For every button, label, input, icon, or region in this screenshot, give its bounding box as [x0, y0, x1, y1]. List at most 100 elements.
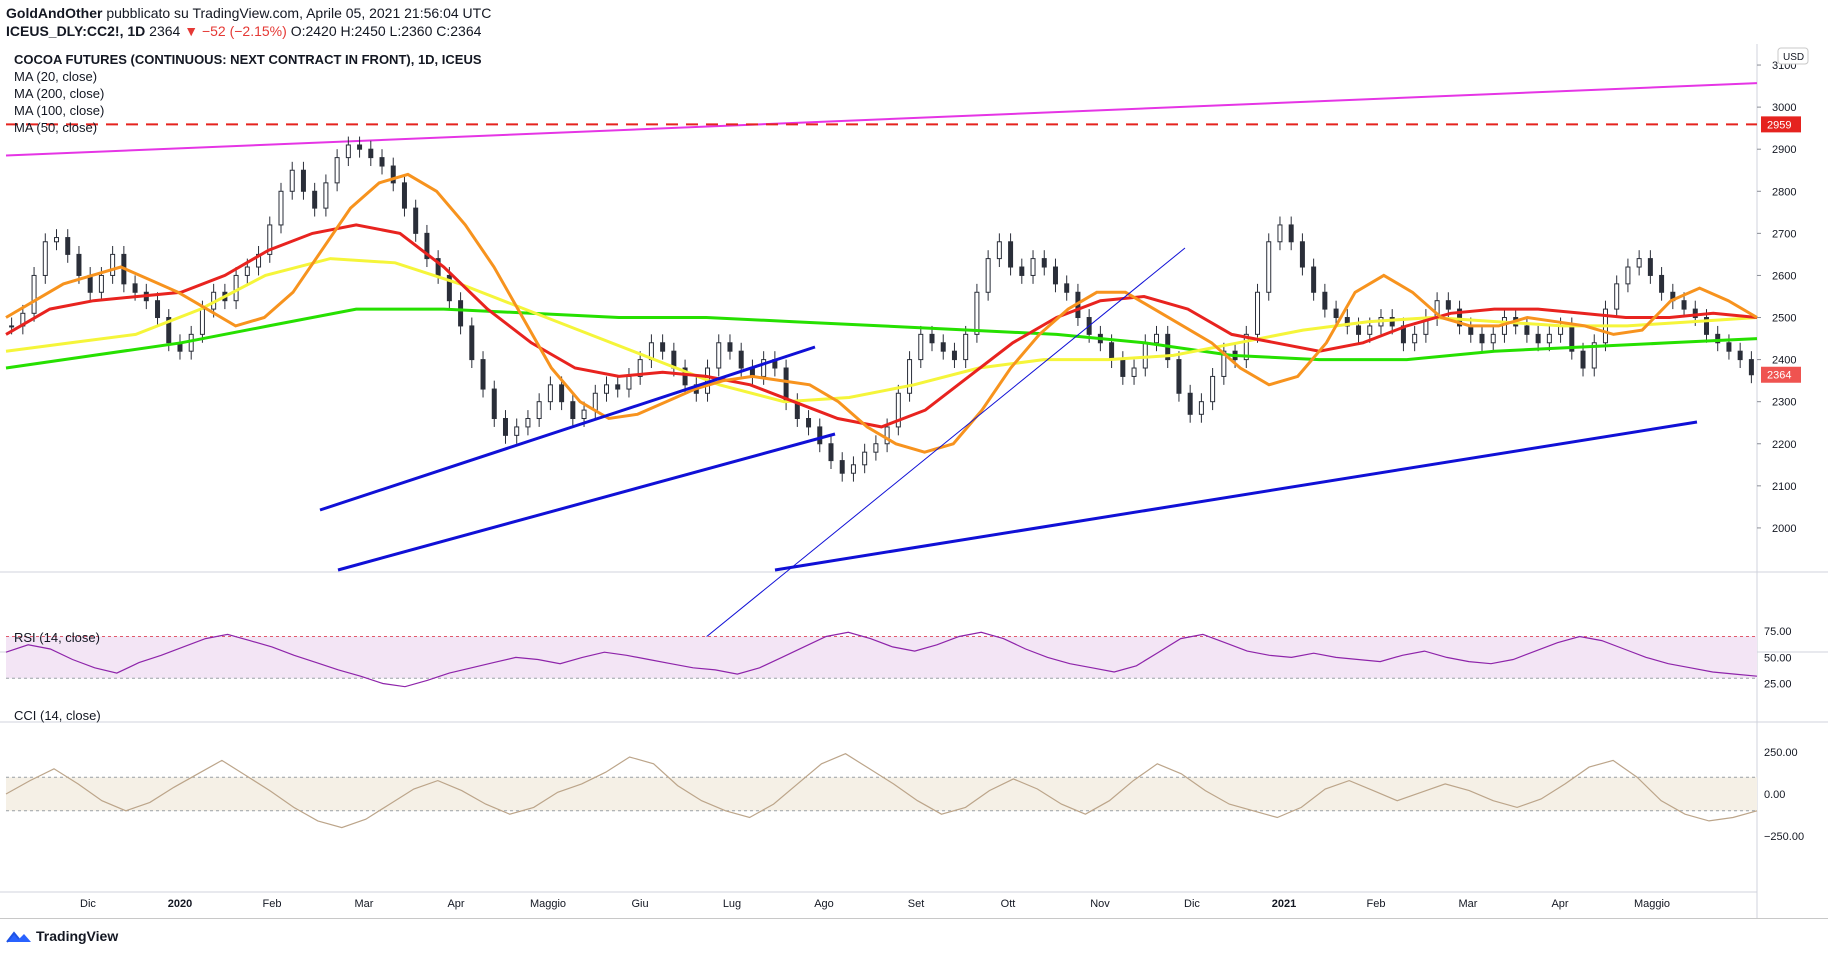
- candle-body: [98, 274, 104, 293]
- candle-body: [615, 384, 621, 390]
- candle-body: [1266, 241, 1272, 293]
- candle-body: [1008, 241, 1014, 268]
- legend-ma200[interactable]: MA (200, close): [14, 86, 105, 101]
- x-axis-label: Nov: [1090, 898, 1110, 910]
- x-axis-label: Apr: [1551, 898, 1568, 910]
- publish-text: pubblicato su TradingView.com, Aprile 05…: [102, 5, 492, 21]
- candle-body: [1524, 325, 1530, 335]
- x-axis-label: Set: [908, 898, 925, 910]
- candle-body: [637, 359, 643, 377]
- main-support-trendline: [774, 420, 1698, 572]
- candle-body: [1221, 350, 1227, 377]
- candle-body: [323, 182, 329, 209]
- x-axis-label: Maggio: [1634, 898, 1670, 910]
- rsi-title[interactable]: RSI (14, close): [14, 630, 100, 645]
- candle-body: [839, 460, 845, 474]
- last-price-tag: [1761, 366, 1801, 383]
- x-axis-label: Dic: [80, 898, 96, 910]
- candle-body: [480, 359, 486, 390]
- legend-ma100[interactable]: MA (100, close): [14, 103, 105, 118]
- candle-body: [1187, 392, 1193, 415]
- price-tick-label: 2800: [1772, 186, 1796, 198]
- publish-info: GoldAndOther pubblicato su TradingView.c…: [6, 5, 491, 21]
- candle-body: [581, 409, 587, 420]
- legend-ma20[interactable]: MA (20, close): [14, 69, 98, 84]
- candle-body: [1490, 333, 1496, 344]
- cci-legend: CCI (14, close): [14, 707, 101, 724]
- candle-body: [357, 144, 363, 150]
- price-tick-label: 2500: [1772, 313, 1796, 325]
- price-tick-label: 2100: [1772, 481, 1796, 493]
- candle-body: [502, 418, 508, 436]
- level-price-tag: [1761, 116, 1801, 133]
- main-legend: COCOA FUTURES (CONTINUOUS: NEXT CONTRACT…: [14, 51, 482, 136]
- candle-body: [1356, 325, 1362, 335]
- header-bar: GoldAndOther pubblicato su TradingView.c…: [0, 0, 1828, 45]
- symbol-name: ICEUS_DLY:CC2!, 1D: [6, 23, 146, 39]
- candle-body: [368, 148, 374, 159]
- candle-body: [1299, 241, 1305, 268]
- candle-body: [390, 165, 396, 184]
- legend-ma50[interactable]: MA (50, close): [14, 120, 98, 135]
- cci-tick-label: −250.00: [1764, 831, 1804, 843]
- x-axis-label: Ott: [1001, 898, 1016, 910]
- candle-body: [132, 283, 138, 293]
- thin-trendline: [699, 247, 1186, 643]
- candle-body: [1210, 375, 1216, 403]
- candle-body: [233, 274, 239, 302]
- candle-body: [873, 443, 879, 453]
- candle-body: [817, 426, 823, 445]
- channel-lower-1: [337, 432, 836, 572]
- candle-body: [1019, 266, 1025, 276]
- candle-body: [716, 342, 722, 369]
- brand-name: TradingView: [36, 928, 119, 944]
- candle-body: [918, 333, 924, 361]
- ma50-line: [5, 223, 1758, 429]
- x-axis-label: Apr: [447, 898, 464, 910]
- chart-title: COCOA FUTURES (CONTINUOUS: NEXT CONTRACT…: [14, 52, 482, 67]
- candle-body: [884, 426, 890, 445]
- candle-body: [42, 241, 48, 276]
- candle-body: [1726, 342, 1732, 352]
- candle-body: [1153, 333, 1159, 344]
- x-axis-label: Dic: [1184, 898, 1200, 910]
- candle-body: [895, 392, 901, 428]
- candle-body: [1198, 401, 1204, 415]
- candle-body: [289, 169, 295, 192]
- cci-band: [6, 777, 1757, 811]
- candle-body: [963, 333, 969, 361]
- candle-body: [940, 342, 946, 352]
- price-tick-label: 3000: [1772, 102, 1796, 114]
- price-tick-label: 2900: [1772, 144, 1796, 156]
- ma100-line: [5, 257, 1758, 404]
- chart-svg[interactable]: 3100300029002800270026002500240023002200…: [0, 44, 1828, 918]
- candle-body: [312, 190, 318, 209]
- candle-body: [65, 237, 71, 255]
- cci-tick-label: 250.00: [1764, 747, 1798, 759]
- candle-body: [951, 350, 957, 361]
- candle-body: [188, 333, 194, 352]
- candle-body: [1322, 291, 1328, 310]
- rsi-band: [6, 636, 1757, 679]
- candle-body: [199, 308, 205, 335]
- author-name[interactable]: GoldAndOther: [6, 5, 103, 21]
- candle-body: [862, 451, 868, 466]
- candle-body: [1546, 333, 1552, 344]
- tradingview-logo[interactable]: TradingView: [6, 928, 118, 944]
- x-axis-label: Feb: [1367, 898, 1386, 910]
- candle-body: [54, 237, 60, 243]
- x-axis-label: 2020: [168, 898, 192, 910]
- cci-title[interactable]: CCI (14, close): [14, 708, 101, 723]
- x-axis-label: Mar: [1459, 898, 1478, 910]
- currency-label: USD: [1783, 52, 1804, 63]
- x-axis-label: 2021: [1272, 898, 1296, 910]
- candle-body: [1277, 224, 1283, 243]
- rsi-line: [5, 631, 1758, 688]
- candle-body: [1659, 274, 1665, 293]
- chart-area[interactable]: 3100 3000 2900 2800 2700 2600 2500 2400 2300 2200…: [0, 44, 1828, 918]
- candle-body: [413, 207, 419, 234]
- candle-body: [1715, 333, 1721, 344]
- x-axis-label: Lug: [723, 898, 741, 910]
- candle-body: [446, 274, 452, 302]
- x-axis-label: Mar: [355, 898, 374, 910]
